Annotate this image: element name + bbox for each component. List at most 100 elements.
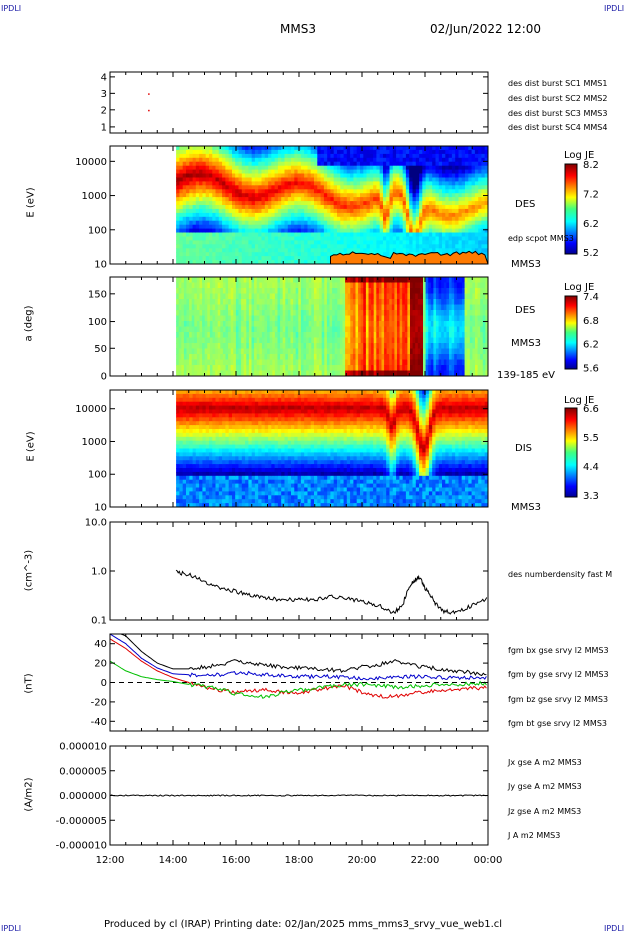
- des-spec-cell: [195, 205, 200, 210]
- pitch-spec-cell: [412, 343, 416, 350]
- pitch-spec-cell: [339, 365, 344, 372]
- des-spec-cell: [228, 157, 233, 163]
- pitch-spec-cell: [472, 332, 476, 339]
- des-spec-cell: [205, 240, 210, 245]
- des-spec-cell: [314, 185, 318, 190]
- pitch-spec-cell: [334, 343, 338, 350]
- pitch-spec-cell: [196, 293, 201, 300]
- pitch-spec-cell: [207, 348, 211, 355]
- des-spec-cell: [245, 208, 249, 214]
- pitch-spec-cell: [308, 326, 312, 333]
- pitch-spec-cell: [264, 282, 268, 289]
- pitch-spec-cell: [334, 293, 338, 300]
- pitch-spec-cell: [332, 343, 336, 350]
- pitch-spec-cell: [404, 359, 408, 366]
- des-spec-cell: [330, 177, 335, 182]
- des-spec-cell: [392, 232, 397, 237]
- pitch-spec-cell: [373, 370, 377, 376]
- pitch-spec-cell: [332, 304, 336, 311]
- des-spec-cell: [261, 240, 266, 245]
- pitch-spec-cell: [449, 348, 453, 355]
- des-spec-cell: [392, 177, 397, 182]
- pitch-spec-cell: [267, 332, 271, 339]
- des-spec-cell: [251, 216, 256, 222]
- des-spec-cell: [195, 208, 200, 214]
- des-spec-cell: [232, 197, 236, 202]
- pitch-spec-cell: [394, 310, 398, 317]
- des-spec-cell: [304, 189, 309, 194]
- des-spec-cell: [383, 153, 387, 159]
- des-spec-cell: [182, 193, 187, 198]
- pitch-spec-cell: [363, 310, 367, 317]
- pitch-spec-cell: [358, 282, 362, 289]
- pitch-spec-cell: [438, 343, 442, 350]
- des-spec-cell: [294, 236, 299, 241]
- des-spec-cell: [419, 248, 423, 253]
- des-spec-cell: [353, 169, 358, 175]
- pitch-spec-cell: [222, 293, 227, 300]
- des-spec-cell: [248, 205, 253, 210]
- des-spec-cell: [481, 205, 486, 210]
- pitch-spec-cell: [311, 365, 315, 372]
- pitch-spec-cell: [285, 310, 289, 317]
- des-spec-cell: [179, 208, 184, 214]
- pitch-spec-cell: [480, 321, 484, 328]
- pitch-spec-cell: [267, 277, 271, 284]
- des-spec-cell: [360, 197, 364, 202]
- des-spec-cell: [422, 173, 427, 178]
- pitch-spec-cell: [334, 359, 338, 366]
- des-spec-cell: [363, 244, 368, 249]
- des-spec-cell: [179, 157, 184, 163]
- pitch-spec-cell: [300, 332, 305, 339]
- pitch-spec-cell: [386, 343, 390, 350]
- des-spec-cell: [277, 212, 282, 218]
- pitch-spec-cell: [378, 315, 383, 322]
- pitch-spec-cell: [186, 293, 190, 300]
- pitch-spec-cell: [290, 288, 294, 295]
- pitch-spec-cell: [326, 365, 331, 372]
- pitch-spec-cell: [350, 277, 354, 284]
- pitch-spec-cell: [235, 354, 240, 361]
- des-spec-cell: [294, 193, 299, 198]
- des-spec-cell: [428, 201, 433, 206]
- pitch-spec-cell: [425, 310, 429, 317]
- pitch-spec-cell: [293, 337, 297, 344]
- des-spec-cell: [320, 165, 325, 171]
- des-spec-cell: [422, 146, 427, 151]
- des-spec-cell: [317, 149, 322, 155]
- des-spec-cell: [468, 212, 473, 218]
- pitch-spec-cell: [355, 293, 359, 300]
- des-spec-cell: [474, 224, 479, 230]
- des-spec-cell: [373, 185, 377, 190]
- des-spec-cell: [248, 236, 253, 241]
- pitch-spec-cell: [475, 288, 479, 295]
- pitch-spec-cell: [363, 321, 367, 328]
- des-spec-cell: [304, 232, 309, 237]
- des-spec-cell: [261, 201, 266, 206]
- des-spec-cell: [225, 205, 230, 210]
- pitch-spec-cell: [280, 370, 284, 376]
- des-spec-cell: [405, 208, 410, 214]
- pitch-spec-cell: [228, 343, 232, 350]
- pitch-spec-cell: [381, 359, 385, 366]
- pitch-spec-cell: [360, 293, 364, 300]
- pitch-spec-cell: [410, 348, 414, 355]
- des-spec-cell: [235, 197, 240, 202]
- des-spec-cell: [327, 212, 332, 218]
- pitch-spec-cell: [386, 277, 390, 284]
- des-spec-cell: [202, 216, 207, 222]
- pitch-spec-cell: [451, 326, 455, 333]
- pitch-spec-cell: [345, 321, 349, 328]
- pitch-spec-cell: [209, 304, 214, 311]
- pitch-spec-cell: [256, 326, 260, 333]
- des-spec-cell: [422, 185, 427, 190]
- des-spec-cell: [471, 146, 476, 151]
- pitch-spec-cell: [352, 370, 357, 376]
- pitch-spec-cell: [394, 365, 398, 372]
- des-spec-cell: [455, 205, 460, 210]
- des-spec-cell: [435, 224, 440, 230]
- des-spec-cell: [225, 244, 230, 249]
- pitch-spec-cell: [217, 299, 221, 306]
- des-spec-cell: [300, 205, 305, 210]
- des-spec-cell: [225, 201, 230, 206]
